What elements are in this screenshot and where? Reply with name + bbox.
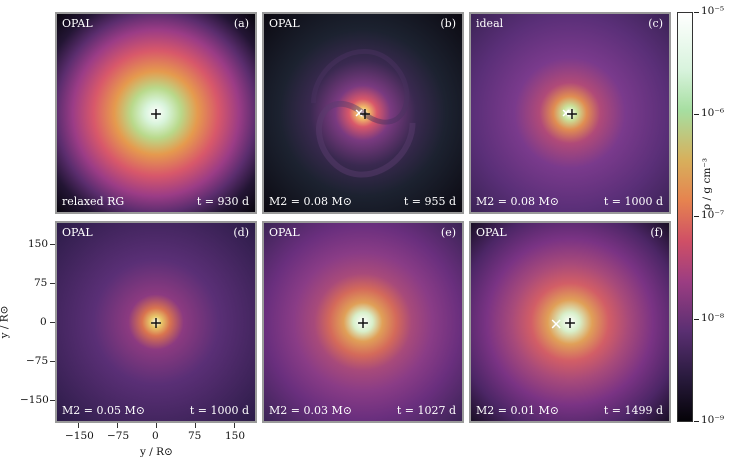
panel-f: OPAL (f) M2 = 0.01 M⊙ t = 1499 d: [469, 221, 671, 423]
colorbar-tick: [694, 216, 699, 217]
time-label: t = 930 d: [196, 195, 249, 208]
ytick-mark: [50, 400, 55, 401]
mass-label: M2 = 0.01 M⊙: [476, 404, 559, 417]
x-axis-label: y / R⊙: [140, 446, 173, 458]
companion-marker-icon: [551, 318, 575, 329]
ytick-mark: [50, 361, 55, 362]
eos-label: OPAL: [269, 17, 300, 30]
colorbar-tick: [694, 114, 699, 115]
eos-label: OPAL: [62, 226, 93, 239]
core-marker-icon: [358, 318, 368, 328]
ytick-label: −150: [20, 394, 49, 406]
colorbar-tick-label: 10⁻⁵: [701, 5, 725, 17]
colorbar-tick: [694, 319, 699, 320]
colorbar-tick-label: 10⁻⁶: [701, 107, 725, 119]
xtick-mark: [195, 423, 196, 428]
ytick-label: −75: [26, 355, 49, 367]
panel-d: OPAL (d) M2 = 0.05 M⊙ t = 1000 d: [55, 221, 257, 423]
core-marker-icon: [151, 109, 161, 119]
mass-label: M2 = 0.05 M⊙: [62, 404, 145, 417]
eos-label: OPAL: [62, 17, 93, 30]
mass-label: relaxed RG: [62, 195, 125, 208]
xtick-mark: [117, 423, 118, 428]
panel-letter: (b): [440, 17, 456, 30]
xtick-label: −75: [107, 430, 130, 442]
panel-letter: (a): [233, 17, 249, 30]
xtick-mark: [78, 423, 79, 428]
ytick-mark: [50, 283, 55, 284]
panel-a: OPAL (a) relaxed RG t = 930 d: [55, 12, 257, 214]
ytick-mark: [50, 322, 55, 323]
panel-letter: (d): [233, 226, 249, 239]
colorbar-tick-label: 10⁻⁷: [701, 209, 725, 221]
colorbar-tick: [694, 12, 699, 13]
colorbar-label: ρ / g cm⁻³: [701, 157, 713, 210]
eos-label: OPAL: [476, 226, 507, 239]
colorbar-tick-label: 10⁻⁸: [701, 312, 725, 324]
xtick-label: 0: [152, 430, 159, 442]
xtick-mark: [234, 423, 235, 428]
colorbar-tick-label: 10⁻⁹: [701, 414, 725, 426]
colorbar-tick: [694, 421, 699, 422]
y-axis-label: y / R⊙: [0, 305, 11, 339]
eos-label: OPAL: [269, 226, 300, 239]
time-label: t = 1027 d: [396, 404, 456, 417]
xtick-label: 150: [225, 430, 246, 442]
xtick-mark: [156, 423, 157, 428]
panel-b: OPAL (b) M2 = 0.08 M⊙ t = 955 d: [262, 12, 464, 214]
ytick-label: 0: [40, 316, 47, 328]
mass-label: M2 = 0.08 M⊙: [269, 195, 352, 208]
eos-label: ideal: [476, 17, 504, 30]
ytick-mark: [50, 244, 55, 245]
panel-letter: (c): [648, 17, 663, 30]
xtick-label: 75: [188, 430, 202, 442]
companion-marker-icon: [355, 109, 370, 119]
ytick-label: 75: [34, 277, 48, 289]
ytick-label: 150: [28, 238, 49, 250]
panel-c: ideal (c) M2 = 0.08 M⊙ t = 1000 d: [469, 12, 671, 214]
density-map-b: [264, 14, 462, 212]
time-label: t = 1499 d: [603, 404, 663, 417]
panel-e: OPAL (e) M2 = 0.03 M⊙ t = 1027 d: [262, 221, 464, 423]
time-label: t = 1000 d: [189, 404, 249, 417]
core-marker-icon: [151, 318, 161, 328]
mass-label: M2 = 0.08 M⊙: [476, 195, 559, 208]
xtick-label: −150: [65, 430, 94, 442]
panel-letter: (f): [650, 226, 663, 239]
time-label: t = 955 d: [403, 195, 456, 208]
panel-letter: (e): [440, 226, 456, 239]
time-label: t = 1000 d: [603, 195, 663, 208]
density-map-c: [471, 14, 669, 212]
mass-label: M2 = 0.03 M⊙: [269, 404, 352, 417]
companion-marker-icon: [562, 109, 577, 119]
colorbar: [677, 12, 693, 422]
